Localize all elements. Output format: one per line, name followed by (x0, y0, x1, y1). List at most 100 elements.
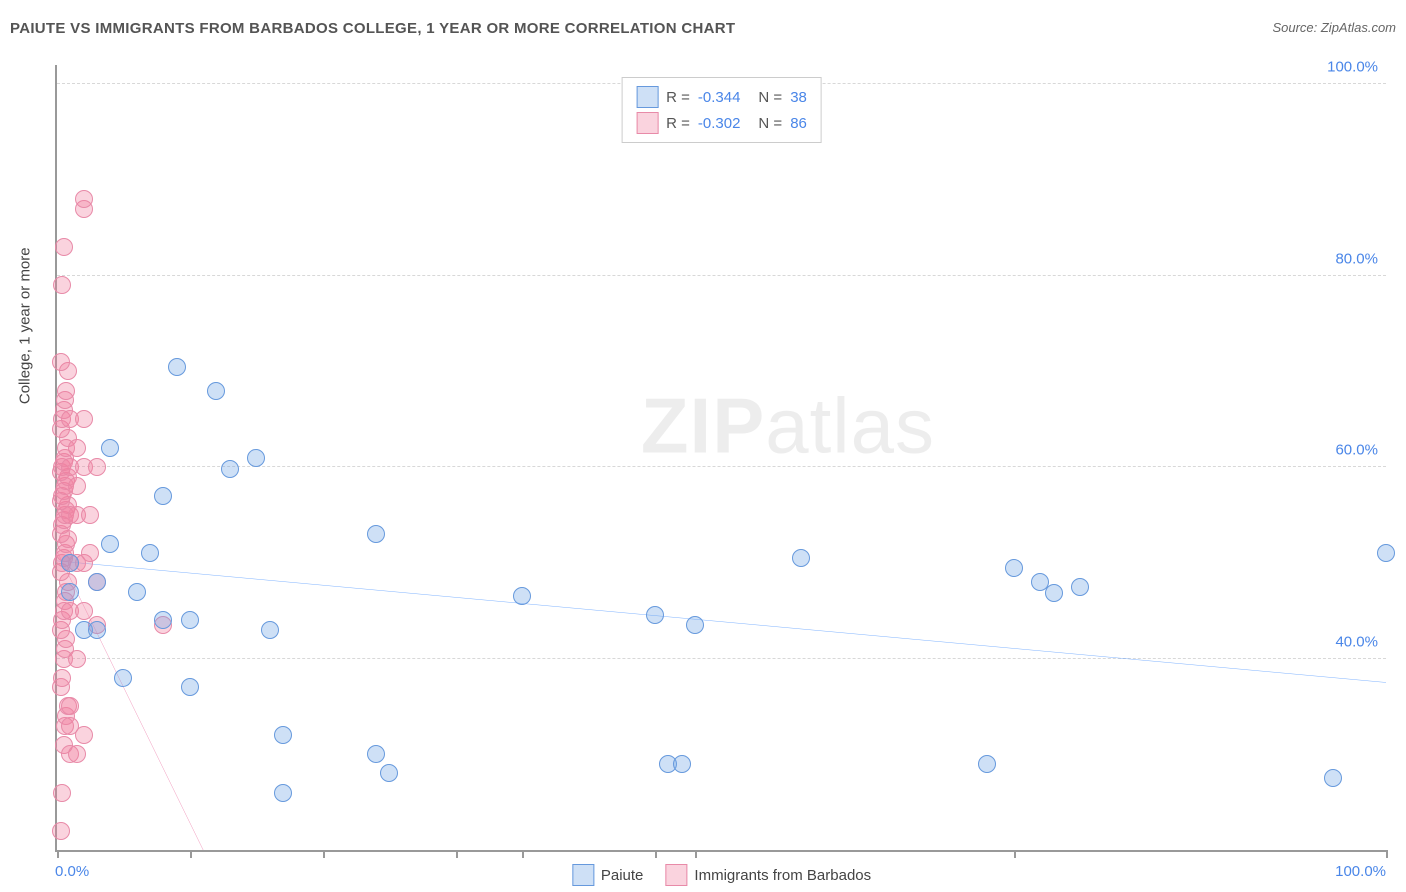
scatter-point-barbados (81, 544, 99, 562)
scatter-point-barbados (57, 382, 75, 400)
scatter-point-barbados (68, 477, 86, 495)
plot-area: ZIPatlas R = -0.344 N = 38 R = -0.302 N … (55, 65, 1386, 852)
y-tick-label: 100.0% (1327, 59, 1378, 76)
scatter-point-paiute (88, 621, 106, 639)
scatter-point-paiute (154, 611, 172, 629)
swatch-paiute (636, 86, 658, 108)
scatter-point-paiute (367, 745, 385, 763)
scatter-point-barbados (68, 745, 86, 763)
y-tick-label: 60.0% (1335, 442, 1378, 459)
x-tick (190, 850, 192, 858)
scatter-point-barbados (61, 697, 79, 715)
scatter-point-paiute (513, 587, 531, 605)
scatter-point-paiute (274, 726, 292, 744)
scatter-point-paiute (261, 621, 279, 639)
x-tick (1014, 850, 1016, 858)
swatch-barbados-icon (665, 864, 687, 886)
series-legend: Paiute Immigrants from Barbados (572, 864, 871, 886)
watermark-bold: ZIP (641, 382, 765, 470)
scatter-point-paiute (686, 616, 704, 634)
scatter-point-barbados (52, 822, 70, 840)
scatter-point-barbados (55, 238, 73, 256)
x-tick (456, 850, 458, 858)
scatter-point-barbados (75, 190, 93, 208)
y-tick-label: 40.0% (1335, 633, 1378, 650)
x-tick (1386, 850, 1388, 858)
r-label: R = (666, 89, 690, 106)
r-value-barbados: -0.302 (698, 115, 741, 132)
scatter-point-paiute (101, 535, 119, 553)
scatter-point-paiute (114, 669, 132, 687)
scatter-point-paiute (88, 573, 106, 591)
scatter-point-paiute (128, 583, 146, 601)
swatch-barbados (636, 112, 658, 134)
watermark: ZIPatlas (641, 381, 935, 472)
scatter-point-barbados (53, 276, 71, 294)
correlation-row-barbados: R = -0.302 N = 86 (636, 110, 807, 136)
scatter-point-barbados (52, 353, 70, 371)
header: PAIUTE VS IMMIGRANTS FROM BARBADOS COLLE… (10, 20, 1396, 50)
trend-line-paiute (57, 561, 1386, 683)
x-tick (57, 850, 59, 858)
x-tick (323, 850, 325, 858)
scatter-point-paiute (61, 554, 79, 572)
swatch-paiute-icon (572, 864, 594, 886)
scatter-point-barbados (53, 669, 71, 687)
scatter-point-paiute (1071, 578, 1089, 596)
x-tick (655, 850, 657, 858)
scatter-point-paiute (221, 460, 239, 478)
x-tick-label-max: 100.0% (1335, 863, 1386, 880)
scatter-point-paiute (207, 382, 225, 400)
scatter-point-paiute (380, 764, 398, 782)
scatter-point-barbados (75, 602, 93, 620)
r-value-paiute: -0.344 (698, 89, 741, 106)
watermark-light: atlas (765, 382, 935, 470)
n-label: N = (758, 89, 782, 106)
scatter-point-paiute (367, 525, 385, 543)
gridline (57, 275, 1386, 276)
scatter-point-paiute (181, 678, 199, 696)
n-value-barbados: 86 (790, 115, 807, 132)
scatter-point-barbados (81, 506, 99, 524)
scatter-point-barbados (68, 439, 86, 457)
scatter-point-paiute (247, 449, 265, 467)
legend-label-barbados: Immigrants from Barbados (694, 867, 871, 884)
scatter-point-paiute (141, 544, 159, 562)
scatter-point-barbados (53, 784, 71, 802)
correlation-legend: R = -0.344 N = 38 R = -0.302 N = 86 (621, 77, 822, 143)
source-attribution: Source: ZipAtlas.com (1272, 20, 1396, 35)
scatter-point-paiute (1005, 559, 1023, 577)
r-label: R = (666, 115, 690, 132)
scatter-point-paiute (274, 784, 292, 802)
scatter-point-paiute (978, 755, 996, 773)
y-axis-label: College, 1 year or more (17, 247, 34, 404)
scatter-point-paiute (673, 755, 691, 773)
scatter-point-paiute (101, 439, 119, 457)
scatter-point-paiute (646, 606, 664, 624)
scatter-point-paiute (1377, 544, 1395, 562)
scatter-point-paiute (1324, 769, 1342, 787)
x-tick (522, 850, 524, 858)
scatter-point-paiute (1045, 584, 1063, 602)
scatter-point-barbados (75, 726, 93, 744)
legend-label-paiute: Paiute (601, 867, 644, 884)
x-tick-label-min: 0.0% (55, 863, 89, 880)
chart-container: College, 1 year or more ZIPatlas R = -0.… (10, 55, 1396, 892)
x-tick (695, 850, 697, 858)
scatter-point-barbados (75, 410, 93, 428)
scatter-point-paiute (181, 611, 199, 629)
chart-title: PAIUTE VS IMMIGRANTS FROM BARBADOS COLLE… (10, 20, 735, 37)
legend-item-paiute: Paiute (572, 864, 644, 886)
scatter-point-paiute (792, 549, 810, 567)
gridline (57, 658, 1386, 659)
scatter-point-paiute (61, 583, 79, 601)
correlation-row-paiute: R = -0.344 N = 38 (636, 84, 807, 110)
y-tick-label: 80.0% (1335, 250, 1378, 267)
legend-item-barbados: Immigrants from Barbados (665, 864, 871, 886)
scatter-point-barbados (68, 650, 86, 668)
scatter-point-paiute (154, 487, 172, 505)
scatter-point-paiute (168, 358, 186, 376)
n-label: N = (758, 115, 782, 132)
scatter-point-barbados (88, 458, 106, 476)
n-value-paiute: 38 (790, 89, 807, 106)
